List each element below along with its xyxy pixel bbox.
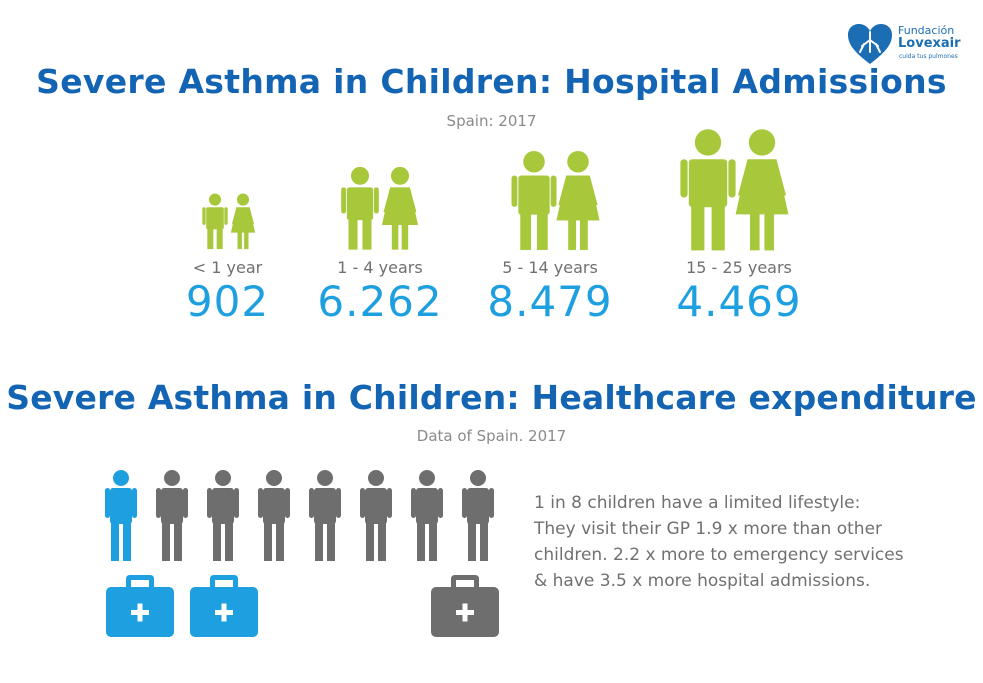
description-line: children. 2.2 x more to emergency servic… xyxy=(534,545,904,565)
boy-girl-icon xyxy=(230,193,256,250)
logo-line-1: Fundación xyxy=(898,24,955,37)
description-line: 1 in 8 children have a limited lifestyle… xyxy=(534,493,861,513)
child-icon xyxy=(360,470,392,561)
admissions-subtitle: Spain: 2017 xyxy=(446,112,537,130)
description-line: & have 3.5 x more hospital admissions. xyxy=(534,571,871,591)
children-and-kits xyxy=(105,470,499,637)
child-icon xyxy=(207,470,239,561)
admissions-value: 4.469 xyxy=(676,277,802,326)
boy-girl-icon xyxy=(556,150,600,250)
boy-girl-icon xyxy=(511,150,557,250)
child-icon xyxy=(105,470,137,561)
admissions-value: 8.479 xyxy=(487,277,613,326)
logo-line-3: cuida tus pulmones xyxy=(899,53,958,60)
age-group-under-1: < 1 year 902 xyxy=(165,258,290,323)
description-line: They visit their GP 1.9 x more than othe… xyxy=(534,519,883,539)
admissions-value: 902 xyxy=(185,277,270,326)
expenditure-title: Severe Asthma in Children: Healthcare ex… xyxy=(6,378,977,417)
child-icon xyxy=(411,470,443,561)
boy-girl-icon xyxy=(680,129,736,251)
lovexair-logo: Fundación Lovexair cuida tus pulmones xyxy=(846,22,966,70)
first-aid-kit-icon xyxy=(106,575,174,637)
boy-girl-icon xyxy=(381,166,419,250)
age-group-5-14: 5 - 14 years 8.479 xyxy=(480,258,620,323)
admissions-title: Severe Asthma in Children: Hospital Admi… xyxy=(36,62,947,101)
expenditure-description: 1 in 8 children have a limited lifestyle… xyxy=(534,490,954,594)
age-label: 1 - 4 years xyxy=(337,258,423,277)
first-aid-kit-icon xyxy=(190,575,258,637)
child-icon xyxy=(462,470,494,561)
logo-line-2: Lovexair xyxy=(898,36,961,51)
admissions-value: 6.262 xyxy=(317,277,443,326)
child-icon xyxy=(258,470,290,561)
child-icon xyxy=(156,470,188,561)
boy-girl-icon xyxy=(202,193,228,250)
age-group-figures xyxy=(202,129,789,251)
child-icon xyxy=(309,470,341,561)
first-aid-kit-icon xyxy=(431,575,499,637)
age-label: < 1 year xyxy=(192,258,263,277)
boy-girl-icon xyxy=(735,129,789,251)
age-label: 5 - 14 years xyxy=(502,258,598,277)
age-group-15-25: 15 - 25 years 4.469 xyxy=(664,258,814,323)
age-label: 15 - 25 years xyxy=(686,258,792,277)
boy-girl-icon xyxy=(341,166,379,250)
age-group-1-4: 1 - 4 years 6.262 xyxy=(310,258,450,323)
heart-lungs-icon xyxy=(848,24,892,64)
expenditure-subtitle: Data of Spain. 2017 xyxy=(416,427,567,445)
